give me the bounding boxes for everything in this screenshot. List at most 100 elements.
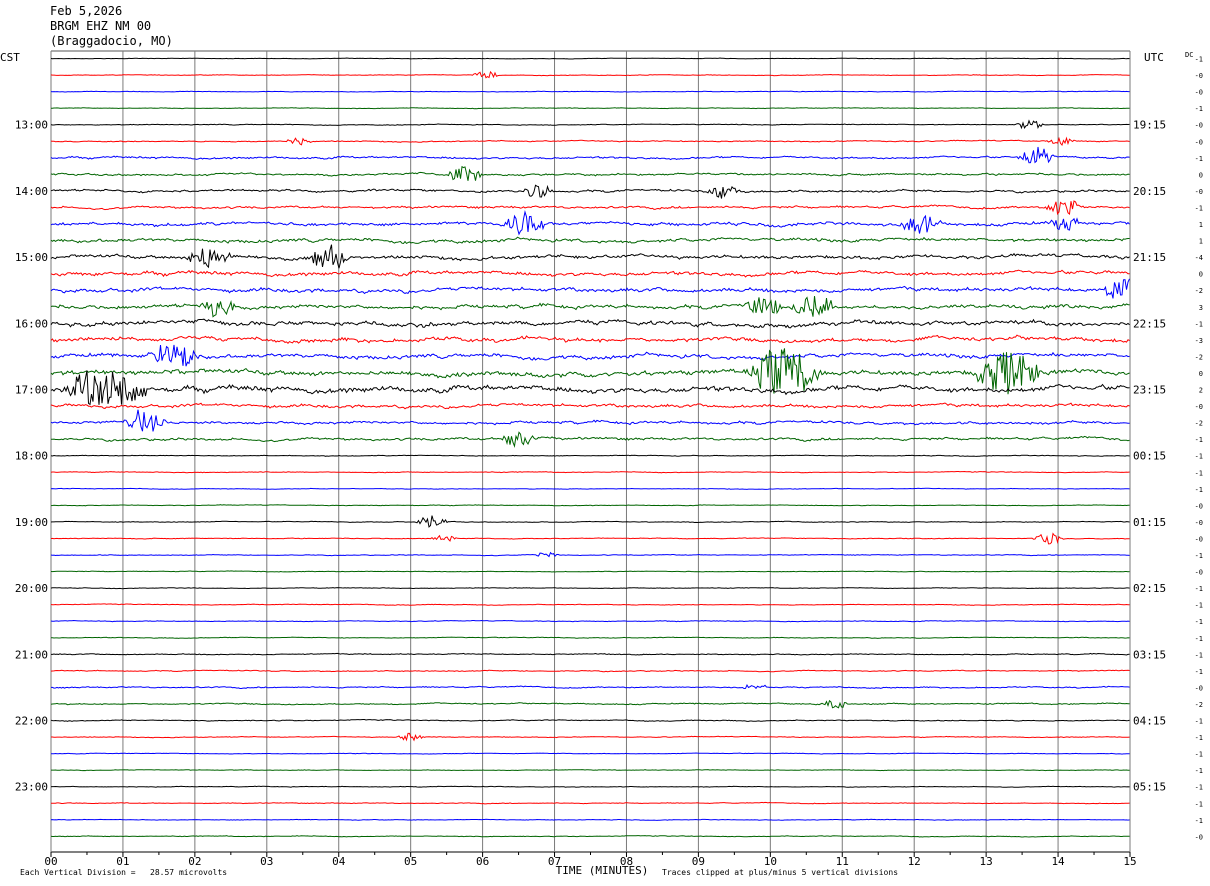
seismic-trace: [50, 146, 1130, 164]
seismic-trace: [50, 165, 1130, 181]
seismic-trace: [50, 669, 1130, 673]
station-code: BRGM EHZ NM 00: [50, 19, 152, 33]
dc-offset-label: -0: [1195, 502, 1203, 510]
left-hour-label: 13:00: [15, 119, 48, 132]
dc-offset-label: 1: [1199, 238, 1203, 246]
plot-date: Feb 5,2026: [50, 4, 123, 18]
seismic-trace: [50, 818, 1130, 821]
dc-offset-label: -1: [1195, 668, 1203, 676]
seismic-trace: [50, 57, 1130, 60]
seismic-trace: [50, 107, 1130, 110]
seismic-trace: [50, 334, 1130, 345]
dc-offset-label: -2: [1195, 287, 1203, 295]
dc-offset-label: -1: [1195, 552, 1203, 560]
seismic-trace: [50, 515, 1130, 528]
x-tick-label: 13: [980, 855, 993, 868]
right-axis-label: UTC: [1144, 51, 1164, 64]
seismic-trace: [50, 370, 1130, 406]
seismic-trace: [50, 719, 1130, 722]
dc-offset-label: -0: [1195, 72, 1203, 80]
x-tick-label: 14: [1051, 855, 1065, 868]
seismic-trace: [50, 344, 1130, 367]
x-tick-label: 03: [260, 855, 273, 868]
dc-offset-label: -1: [1195, 486, 1203, 494]
dc-offset-label: 0: [1199, 271, 1203, 279]
axis-labels: -1-0-0-1-0-0-10-0-111-40-23-1-3-202-0-2-…: [0, 51, 1203, 877]
dc-offset-label: 0: [1199, 370, 1203, 378]
seismic-trace: [50, 90, 1130, 93]
dc-offset-label: -0: [1195, 684, 1203, 692]
dc-header: DC: [1185, 51, 1193, 59]
left-hour-label: 22:00: [15, 715, 48, 728]
x-tick-label: 00: [44, 855, 57, 868]
x-tick-label: 05: [404, 855, 417, 868]
seismic-trace: [50, 318, 1130, 329]
right-hour-label: 03:15: [1133, 648, 1166, 661]
dc-offset-label: -2: [1195, 701, 1203, 709]
dc-offset-label: -0: [1195, 569, 1203, 577]
dc-offset-label: -1: [1195, 155, 1203, 163]
dc-offset-label: -1: [1195, 56, 1203, 64]
seismic-trace: [50, 752, 1130, 755]
seismic-trace: [50, 699, 1130, 709]
seismic-trace: [50, 570, 1130, 573]
left-hour-label: 16:00: [15, 317, 48, 330]
dc-offset-label: 1: [1199, 221, 1203, 229]
seismic-trace: [50, 244, 1130, 269]
seismic-trace: [50, 551, 1130, 558]
seismic-trace: [50, 236, 1130, 245]
seismic-trace: [50, 487, 1130, 490]
seismic-trace: [50, 532, 1130, 545]
seismic-trace: [50, 603, 1130, 606]
dc-offset-label: 0: [1199, 171, 1203, 179]
dc-offset-label: -3: [1195, 337, 1203, 345]
dc-offset-label: -1: [1195, 751, 1203, 759]
right-hour-label: 04:15: [1133, 715, 1166, 728]
seismic-trace: [50, 119, 1130, 130]
dc-offset-label: -1: [1195, 817, 1203, 825]
seismic-trace: [50, 269, 1130, 278]
x-tick-label: 08: [620, 855, 633, 868]
dc-offset-label: -1: [1195, 635, 1203, 643]
x-tick-label: 02: [188, 855, 201, 868]
seismic-trace: [51, 769, 1130, 772]
seismic-trace: [50, 278, 1130, 299]
dc-offset-label: -1: [1195, 651, 1203, 659]
seismic-trace: [50, 210, 1130, 236]
seismic-trace: [50, 619, 1130, 623]
dc-offset-label: -1: [1195, 784, 1203, 792]
x-axis-title: TIME (MINUTES): [556, 864, 649, 877]
dc-offset-label: -0: [1195, 535, 1203, 543]
dc-offset-label: -1: [1195, 320, 1203, 328]
seismic-trace: [50, 136, 1130, 146]
left-hour-label: 17:00: [15, 384, 48, 397]
right-hour-label: 23:15: [1133, 384, 1166, 397]
x-tick-label: 11: [836, 855, 849, 868]
right-hour-label: 00:15: [1133, 450, 1166, 463]
seismic-trace: [50, 785, 1130, 788]
right-hour-label: 21:15: [1133, 251, 1166, 264]
dc-offset-label: -1: [1195, 204, 1203, 212]
x-tick-label: 09: [692, 855, 705, 868]
seismic-trace: [50, 454, 1130, 457]
dc-offset-label: -1: [1195, 469, 1203, 477]
seismic-trace: [50, 470, 1130, 474]
dc-offset-label: -1: [1195, 618, 1203, 626]
dc-offset-label: -0: [1195, 122, 1203, 130]
x-tick-label: 04: [332, 855, 346, 868]
x-tick-label: 01: [116, 855, 129, 868]
dc-offset-label: -0: [1195, 138, 1203, 146]
dc-offset-label: 3: [1199, 304, 1203, 312]
clip-note: Traces clipped at plus/minus 5 vertical …: [662, 868, 899, 877]
seismic-trace: [50, 184, 1130, 199]
dc-offset-label: -1: [1195, 602, 1203, 610]
seismic-trace: [50, 402, 1130, 410]
left-hour-label: 14:00: [15, 185, 48, 198]
right-hour-label: 05:15: [1133, 781, 1166, 794]
dc-offset-label: -0: [1195, 89, 1203, 97]
seismic-trace: [50, 835, 1130, 838]
seismic-trace: [50, 504, 1130, 507]
x-tick-label: 07: [548, 855, 561, 868]
left-axis-label: CST: [0, 51, 20, 64]
